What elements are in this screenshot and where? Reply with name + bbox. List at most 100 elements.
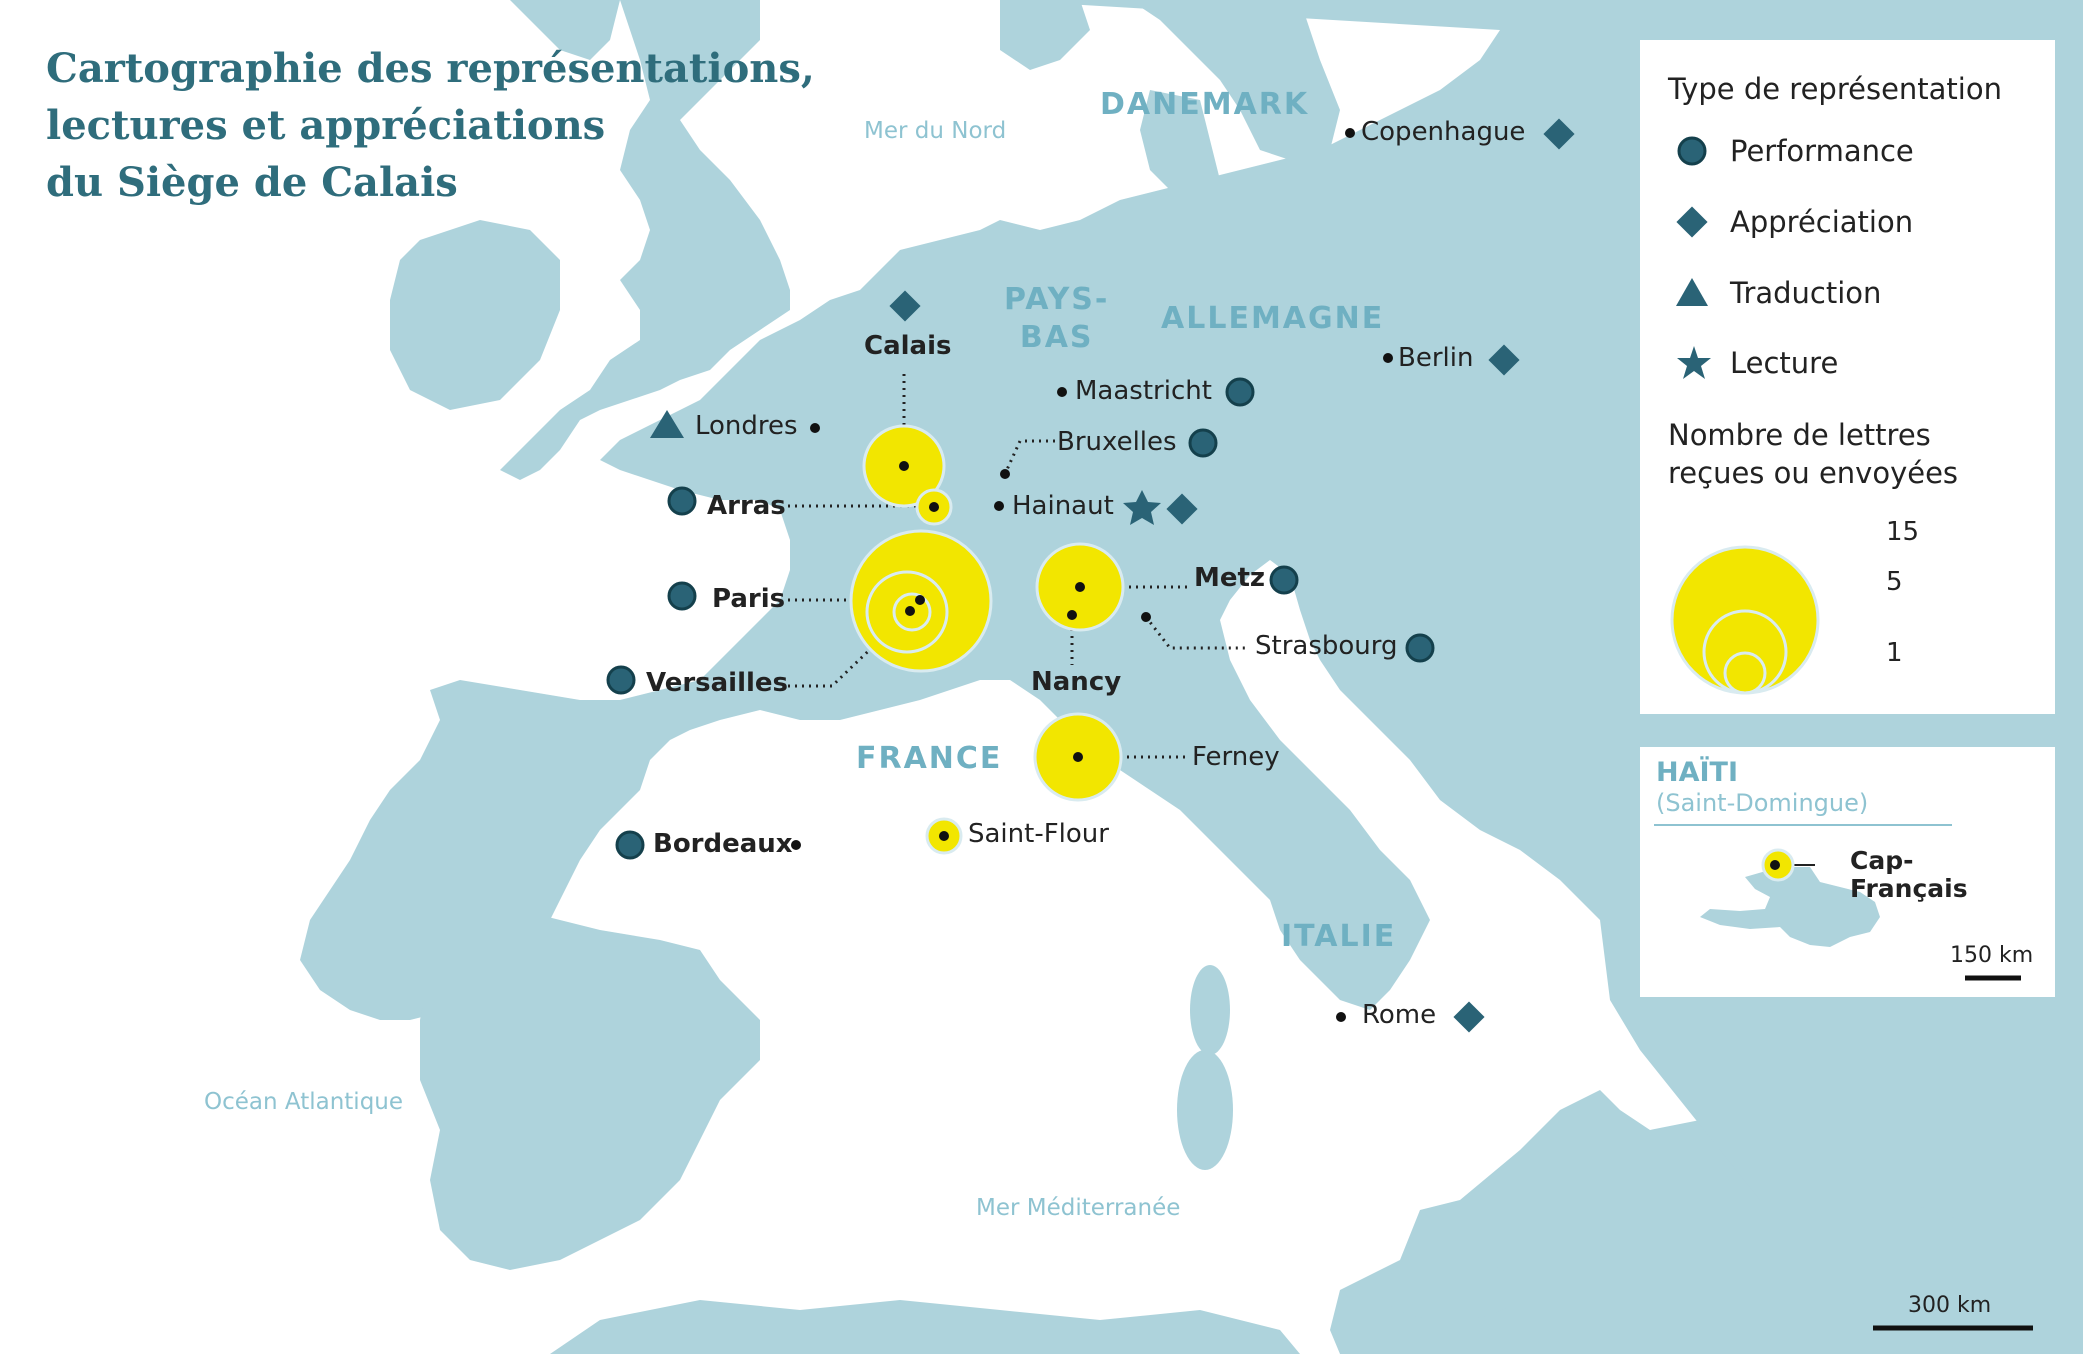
performance-marker-bruxelles — [1188, 428, 1218, 458]
inset-city-label: Cap- Français — [1850, 847, 1968, 903]
ireland-land — [390, 220, 560, 410]
performance-marker-metz — [1269, 565, 1299, 595]
city-label-maastricht: Maastricht — [1075, 376, 1212, 406]
city-label-versailles: Versailles — [646, 668, 789, 698]
sea-label-atlantique: Océan Atlantique — [204, 1089, 404, 1115]
dot-hainaut — [994, 501, 1004, 511]
dot-arras — [929, 502, 939, 512]
performance-marker-strasbourg — [1405, 633, 1435, 663]
performance-marker-bordeaux — [615, 830, 645, 860]
legend-panel: Type de représentation Performance Appré… — [1640, 40, 2055, 714]
appreciation-marker-rome — [1453, 1001, 1485, 1033]
great-britain-land — [500, 0, 790, 480]
dot-cap-francais — [1770, 860, 1780, 870]
inset-scale-bar — [1965, 975, 2021, 981]
haiti-inset: HAÏTI (Saint-Domingue) Cap- Français 150… — [1640, 747, 2055, 997]
inset-title: HAÏTI — [1656, 757, 1739, 788]
country-label-pays-bas: PAYS- BAS — [1004, 281, 1109, 357]
dot-ferney — [1073, 752, 1083, 762]
dot-copenhague — [1345, 128, 1355, 138]
country-label-pays-bas-line-1: PAYS- — [1004, 282, 1110, 317]
city-label-calais: Calais — [864, 331, 952, 361]
legend-bubble-15 — [1670, 545, 1820, 695]
continental-europe-land — [300, 0, 2083, 1354]
legend-traduction-label: Traduction — [1730, 276, 1882, 310]
dot-nancy — [1067, 610, 1077, 620]
city-label-metz: Metz — [1194, 563, 1266, 593]
sicily-land — [1380, 1260, 1520, 1320]
hispaniola-map — [1700, 848, 1880, 947]
legend-bubble-1 — [1723, 651, 1767, 695]
inset-city-line-2: Français — [1850, 874, 1968, 903]
legend-size-value-15: 15 — [1886, 517, 1920, 547]
norway-land — [1000, 0, 1090, 70]
city-label-bordeaux: Bordeaux — [653, 829, 793, 859]
city-label-nancy: Nancy — [1031, 667, 1122, 697]
hispaniola-land — [1700, 867, 1880, 947]
legend-lecture-icon — [1677, 346, 1711, 379]
scale-label: 300 km — [1908, 1293, 1992, 1318]
dot-strasbourg — [1141, 612, 1151, 622]
city-label-hainaut: Hainaut — [1012, 491, 1114, 521]
bubble-paris-mid — [865, 570, 949, 654]
legend-traduction-icon — [1676, 278, 1708, 306]
north-africa-land — [550, 1300, 1300, 1354]
map-title: Cartographie des représentations, lectur… — [46, 40, 815, 211]
country-label-italie: ITALIE — [1281, 919, 1397, 954]
legend-appreciation-label: Appréciation — [1730, 205, 1914, 239]
city-label-londres: Londres — [695, 411, 798, 441]
legend-performance-label: Performance — [1730, 134, 1914, 168]
dot-versailles — [905, 606, 915, 616]
legend-size-bubbles — [1670, 545, 1820, 695]
lecture-marker-hainaut — [1123, 490, 1161, 525]
dot-bruxelles — [1000, 469, 1010, 479]
dot-londres — [810, 423, 820, 433]
city-label-paris: Paris — [712, 584, 786, 614]
sea-label-mediterranee: Mer Méditerranée — [976, 1195, 1181, 1221]
performance-marker-maastricht — [1225, 377, 1255, 407]
city-label-ferney: Ferney — [1192, 742, 1280, 772]
legend-size-value-5: 5 — [1886, 567, 1903, 597]
corsica-land — [1190, 965, 1230, 1055]
city-dots — [791, 128, 1393, 1022]
dot-berlin — [1383, 353, 1393, 363]
scotland-north-land — [510, 0, 620, 60]
greece-land — [1600, 920, 2083, 1354]
dot-saint-flour — [939, 831, 949, 841]
country-label-pays-bas-line-2: BAS — [1019, 320, 1094, 355]
city-label-copenhague: Copenhague — [1361, 117, 1526, 147]
title-line-1: Cartographie des représentations, — [46, 45, 815, 92]
city-label-saint-flour: Saint-Flour — [968, 819, 1109, 849]
performance-marker-versailles — [606, 665, 636, 695]
title-line-3: du Siège de Calais — [46, 159, 458, 206]
legend-performance-icon — [1677, 136, 1707, 166]
traduction-marker-londres — [650, 410, 684, 438]
legend-size-title-line-2: reçues ou envoyées — [1668, 456, 1959, 490]
legend-size-title-line-1: Nombre de lettres — [1668, 418, 1931, 452]
city-label-arras: Arras — [707, 491, 786, 521]
country-label-france: FRANCE — [856, 741, 1003, 776]
dot-calais — [899, 461, 909, 471]
title-line-2: lectures et appréciations — [46, 102, 606, 149]
performance-marker-arras — [667, 486, 697, 516]
inset-subtitle: (Saint-Domingue) — [1656, 789, 1869, 817]
city-label-strasbourg: Strasbourg — [1255, 631, 1398, 661]
sardinia-land — [1177, 1050, 1233, 1170]
dot-maastricht — [1057, 387, 1067, 397]
performance-markers — [606, 377, 1435, 860]
bubble-paris-small — [892, 592, 932, 632]
city-label-rome: Rome — [1362, 1000, 1437, 1030]
country-label-allemagne: ALLEMAGNE — [1161, 301, 1385, 336]
inset-scale-label: 150 km — [1950, 943, 2034, 968]
country-label-danemark: DANEMARK — [1100, 87, 1310, 122]
versailles-leader — [788, 609, 912, 688]
appreciation-marker-calais — [889, 290, 921, 322]
legend-size-value-1: 1 — [1886, 638, 1903, 668]
legend-appreciation-icon — [1676, 206, 1708, 238]
sea-label-nord: Mer du Nord — [864, 118, 1007, 144]
city-label-berlin: Berlin — [1398, 343, 1474, 373]
city-label-bruxelles: Bruxelles — [1057, 427, 1177, 457]
legend-type-title: Type de représentation — [1668, 72, 2002, 106]
dot-bordeaux — [791, 840, 801, 850]
